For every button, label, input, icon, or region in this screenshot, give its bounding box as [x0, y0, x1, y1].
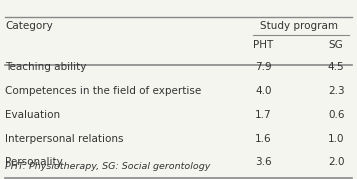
Text: Competences in the field of expertise: Competences in the field of expertise: [5, 86, 201, 96]
Text: Category: Category: [5, 21, 53, 31]
Text: PHT: PHT: [253, 40, 273, 50]
Text: 1.7: 1.7: [255, 110, 272, 120]
Text: 7.9: 7.9: [255, 62, 272, 72]
Text: Evaluation: Evaluation: [5, 110, 60, 120]
Text: 2.3: 2.3: [328, 86, 345, 96]
Text: Interpersonal relations: Interpersonal relations: [5, 134, 124, 144]
Text: Personality: Personality: [5, 157, 63, 167]
Text: SG: SG: [329, 40, 343, 50]
Text: 1.6: 1.6: [255, 134, 272, 144]
Text: Teaching ability: Teaching ability: [5, 62, 86, 72]
Text: Study program: Study program: [260, 21, 338, 31]
Text: 4.5: 4.5: [328, 62, 345, 72]
Text: 4.0: 4.0: [255, 86, 272, 96]
Text: 0.6: 0.6: [328, 110, 345, 120]
Text: PHT: Physiotherapy, SG: Social gerontology: PHT: Physiotherapy, SG: Social gerontolo…: [5, 162, 210, 171]
Text: 1.0: 1.0: [328, 134, 345, 144]
Text: 2.0: 2.0: [328, 157, 345, 167]
Text: 3.6: 3.6: [255, 157, 272, 167]
